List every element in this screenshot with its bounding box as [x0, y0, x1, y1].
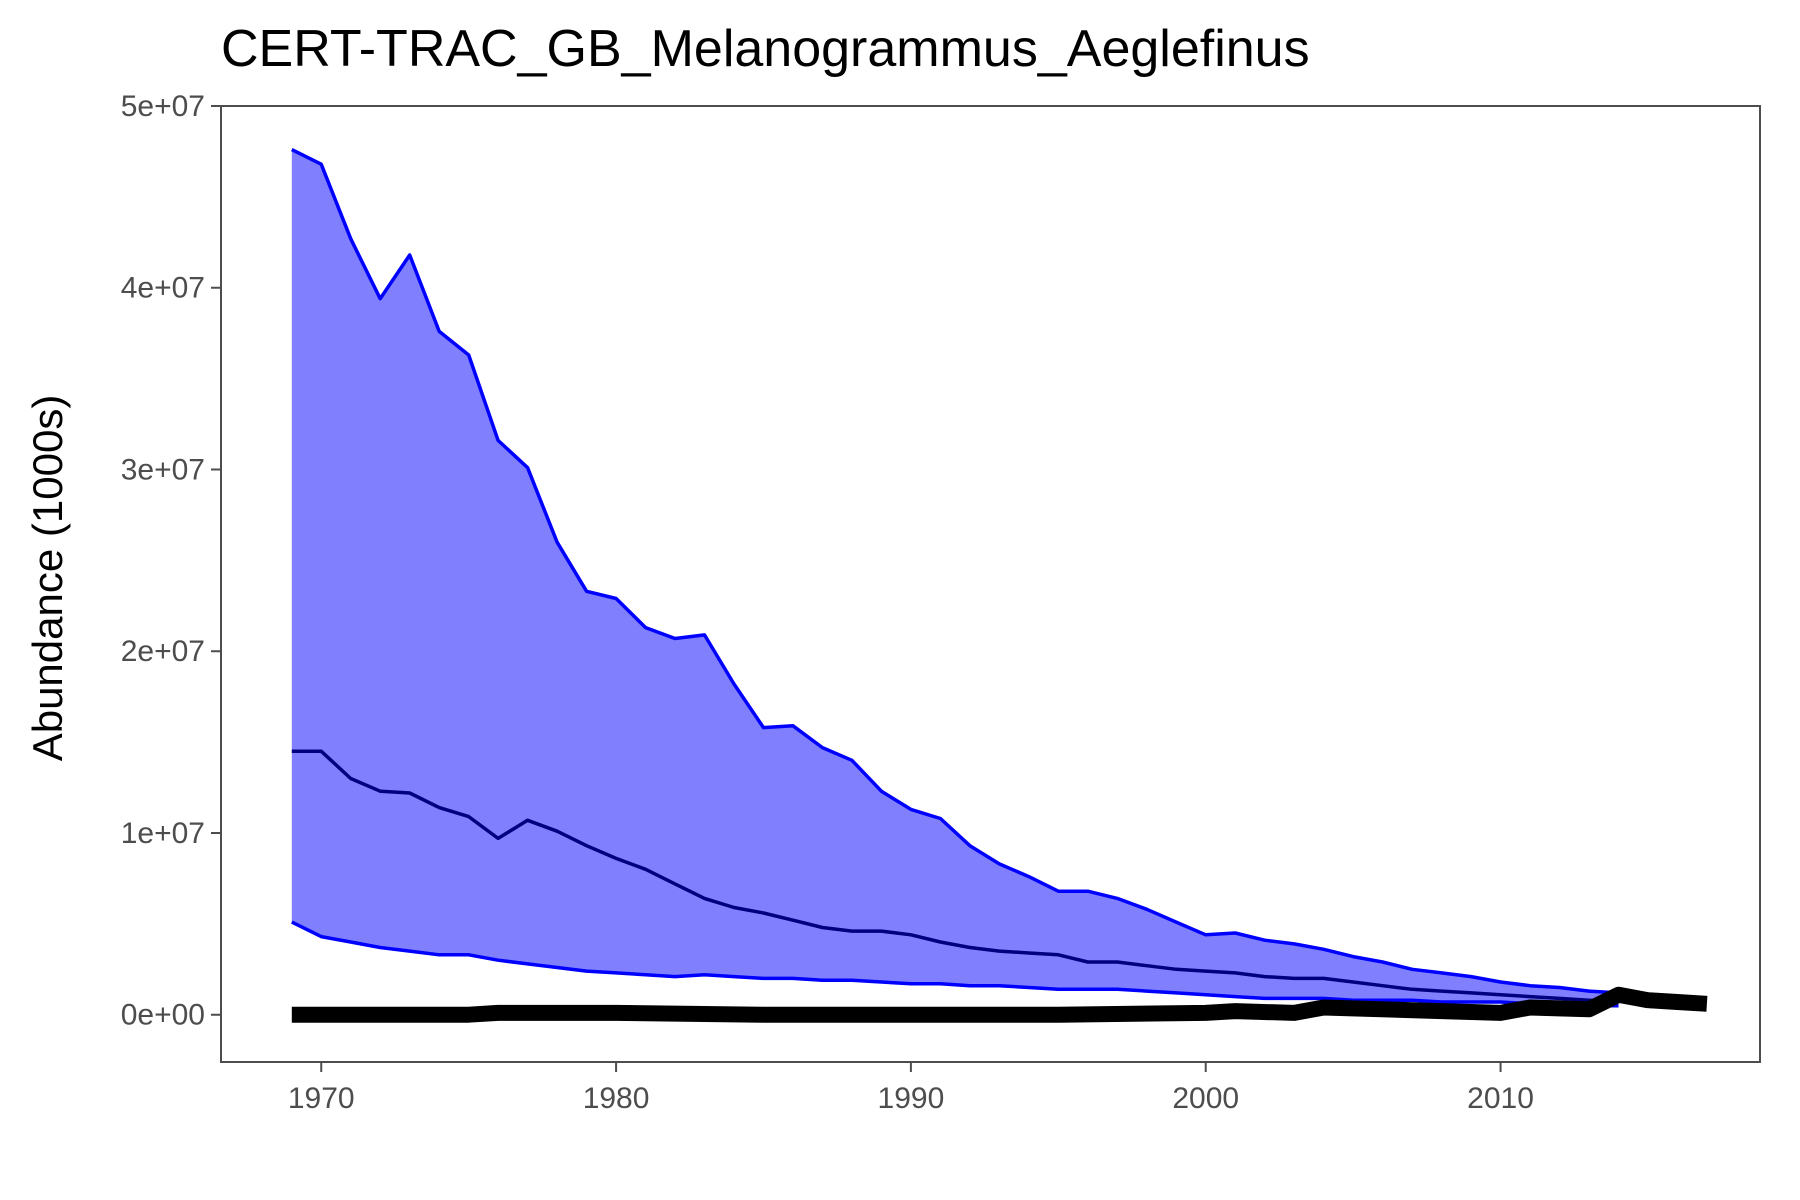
x-axis: 1970 1980 1990 2000 2010: [288, 1062, 1534, 1115]
y-tick-label: 1e+07: [121, 817, 205, 850]
median-line: [291, 749, 1619, 1004]
x-tick-label: 2000: [1172, 1082, 1239, 1115]
y-tick-label: 3e+07: [121, 453, 205, 486]
lower-bound-line: [291, 920, 1619, 1008]
upper-bound-line: [291, 148, 1619, 995]
x-tick-label: 1990: [878, 1082, 945, 1115]
y-tick-label: 2e+07: [121, 635, 205, 668]
x-tick-label: 1980: [583, 1082, 650, 1115]
y-axis: 0e+00 1e+07 2e+07 3e+07 4e+07 5e+07: [121, 90, 221, 1032]
chart-title: CERT-TRAC_GB_Melanogrammus_Aeglefinus: [221, 20, 1310, 78]
observed-line: [291, 986, 1708, 1023]
y-tick-label: 4e+07: [121, 272, 205, 305]
x-tick-label: 1970: [288, 1082, 355, 1115]
y-axis-title: Abundance (1000s): [24, 395, 71, 762]
y-tick-label: 0e+00: [121, 999, 205, 1032]
plot-panel-border: [220, 105, 1761, 1063]
y-tick-label: 5e+07: [121, 90, 205, 123]
x-tick-label: 2010: [1467, 1082, 1534, 1115]
plot-area: [291, 148, 1708, 1023]
uncertainty-band: [291, 149, 1619, 1006]
